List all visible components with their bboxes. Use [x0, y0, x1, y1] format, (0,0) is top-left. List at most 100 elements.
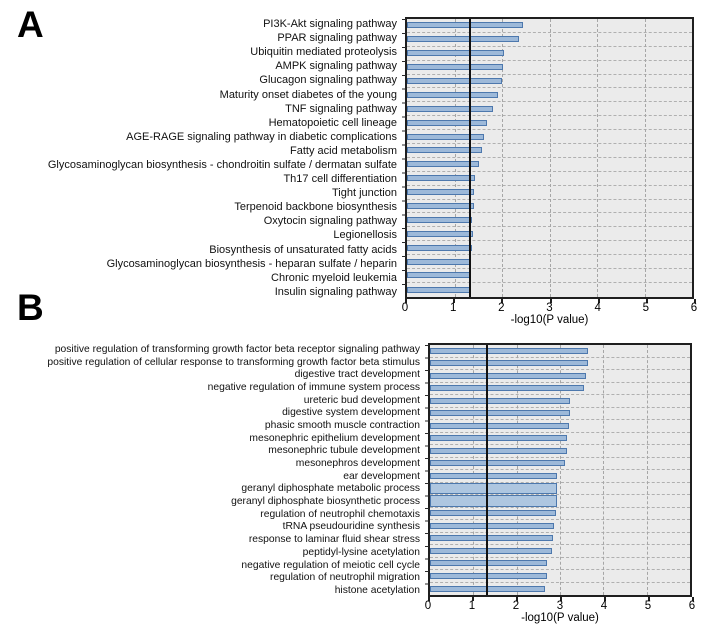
category-label: response to laminar fluid shear stress — [248, 534, 420, 546]
significance-threshold-line — [486, 345, 489, 595]
bar — [430, 495, 557, 507]
bar — [407, 64, 504, 71]
category-label: Maturity onset diabetes of the young — [219, 88, 397, 101]
category-label: Ubiquitin mediated proteolysis — [250, 46, 397, 59]
bar — [407, 272, 471, 279]
bar — [407, 105, 494, 112]
x-axis-tick — [597, 299, 600, 303]
bar — [430, 385, 584, 392]
x-axis-tick — [692, 597, 694, 601]
category-label: TNF signaling pathway — [285, 102, 397, 115]
bar — [430, 472, 558, 479]
x-axis-tick-label: 3 — [556, 600, 564, 612]
x-axis-tick-label: 1 — [468, 600, 476, 612]
bar — [430, 360, 589, 367]
x-axis-tick — [453, 299, 456, 303]
x-axis-tick-label: 6 — [688, 600, 696, 612]
panel-b-x-axis: 0 1 2 3 4 5 6 — [424, 597, 696, 615]
bar — [407, 78, 502, 84]
category-label: geranyl diphosphate metabolic process — [241, 483, 420, 495]
gridline — [473, 345, 475, 595]
bar — [407, 258, 472, 265]
bar — [407, 161, 479, 168]
x-axis-tick-label: 0 — [424, 600, 432, 612]
bar — [407, 216, 473, 223]
category-label: ear development — [343, 470, 420, 482]
x-axis-tick-label: 6 — [690, 302, 698, 314]
category-label: Fatty acid metabolism — [290, 144, 397, 157]
y-axis-ticks — [425, 345, 429, 596]
panel-a-x-axis: 0 1 2 3 4 5 6 — [401, 299, 698, 317]
category-label: negative regulation of meiotic cell cycl… — [241, 559, 420, 571]
category-label: Chronic myeloid leukemia — [271, 271, 397, 284]
bar — [407, 244, 472, 251]
gridline — [516, 345, 518, 595]
category-label: tRNA pseudouridine synthesis — [282, 521, 420, 533]
x-axis-tick-label: 0 — [401, 302, 409, 314]
x-axis-tick-label: 1 — [449, 302, 457, 314]
category-label: Insulin signaling pathway — [274, 285, 397, 298]
significance-threshold-line — [468, 19, 471, 297]
panel-b-category-labels: positive regulation of transforming grow… — [0, 343, 424, 597]
bar — [430, 372, 586, 379]
category-label: Legionellosis — [333, 229, 397, 242]
category-label: PI3K-Akt signaling pathway — [263, 18, 397, 31]
category-label: Glycosaminoglycan biosynthesis - heparan… — [106, 257, 397, 270]
category-label: mesonephric tubule development — [268, 445, 420, 457]
bar — [430, 560, 548, 567]
category-label: regulation of neutrophil chemotaxis — [260, 508, 420, 520]
bar — [407, 175, 476, 182]
category-label: digestive tract development — [294, 369, 420, 381]
bar — [430, 422, 569, 429]
category-label: ureteric bud development — [303, 394, 420, 406]
gridline — [603, 345, 605, 595]
bar — [430, 347, 589, 354]
gridline — [454, 19, 456, 297]
bar — [407, 50, 505, 57]
bar — [430, 447, 568, 454]
category-label: histone acetylation — [334, 584, 420, 596]
category-label: digestive system development — [282, 407, 420, 419]
category-label: regulation of neutrophil migration — [270, 572, 420, 584]
category-label: Terpenoid backbone biosynthesis — [234, 201, 397, 214]
category-label: Glycosaminoglycan biosynthesis - chondro… — [47, 158, 397, 171]
bar — [430, 547, 553, 554]
bar — [407, 36, 519, 43]
gridline — [549, 19, 551, 297]
bar — [407, 22, 524, 29]
x-axis-tick-label: 5 — [642, 302, 650, 314]
x-axis-tick — [501, 299, 504, 303]
category-label: Th17 cell differentiation — [283, 173, 397, 186]
x-axis-tick — [405, 299, 407, 303]
panel-a-category-labels: PI3K-Akt signaling pathway PPAR signaling… — [0, 17, 401, 299]
category-label: mesonephros development — [295, 458, 420, 470]
x-axis-tick — [648, 597, 650, 601]
category-label: Oxytocin signaling pathway — [263, 215, 397, 228]
bar — [430, 522, 554, 529]
category-label: Hematopoietic cell lineage — [268, 116, 397, 129]
category-label: AGE-RAGE signaling pathway in diabetic c… — [126, 130, 397, 143]
x-axis-tick — [645, 299, 648, 303]
x-axis-tick — [549, 299, 552, 303]
x-axis-tick-label: 3 — [546, 302, 553, 314]
x-axis-tick-label: 4 — [600, 600, 608, 612]
category-label: Glucagon signaling pathway — [259, 74, 397, 87]
panel-b-plot-area — [425, 343, 692, 597]
gridline — [502, 19, 503, 297]
bar — [407, 230, 474, 237]
category-label: peptidyl-lysine acetylation — [302, 546, 420, 558]
x-axis-tick — [472, 597, 474, 601]
panel-a-x-axis-title: -log10(P value) — [510, 314, 589, 326]
category-label: positive regulation of transforming grow… — [54, 343, 420, 355]
category-label: Biosynthesis of unsaturated fatty acids — [209, 243, 397, 256]
bar — [430, 435, 568, 442]
x-axis-tick — [604, 597, 606, 601]
gridline — [644, 19, 646, 297]
bar — [407, 133, 485, 140]
bar — [407, 91, 499, 98]
y-axis-ticks — [402, 19, 406, 299]
panel-b-x-axis-title: -log10(P value) — [521, 612, 599, 624]
bar — [407, 119, 487, 126]
x-axis-tick — [428, 597, 430, 601]
